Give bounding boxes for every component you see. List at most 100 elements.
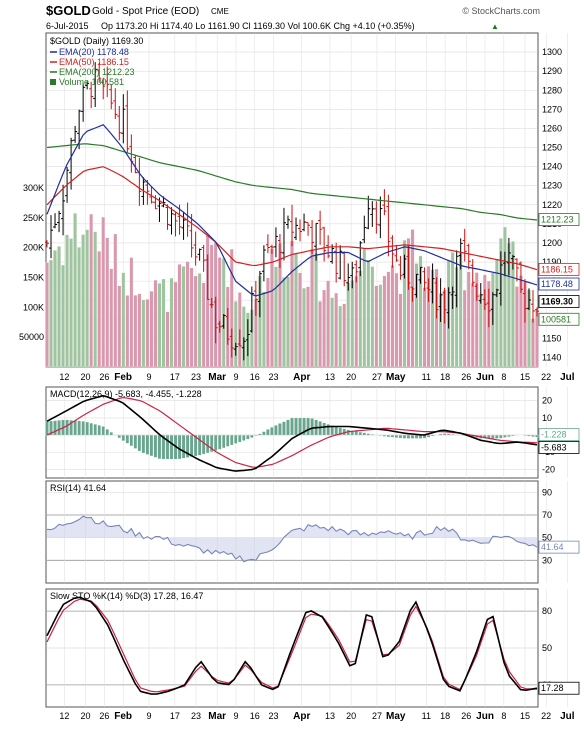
- macd-histogram-bar: [102, 426, 105, 435]
- price-x-label: 13: [325, 372, 335, 382]
- sto-x-label: 20: [346, 711, 356, 721]
- volume-bar: [302, 288, 305, 367]
- price-tick-label: 1290: [542, 66, 562, 76]
- value-tag-label: 1186.15: [541, 264, 573, 274]
- price-x-label: 8: [501, 372, 506, 382]
- macd-histogram-bar: [531, 435, 534, 437]
- macd-histogram-bar: [535, 435, 538, 437]
- price-x-label: 20: [346, 372, 356, 382]
- volume-bar: [93, 232, 96, 367]
- volume-bar: [334, 293, 337, 367]
- volume-bar: [282, 277, 285, 367]
- macd-histogram-bar: [367, 434, 370, 436]
- price-tick-label: 1270: [542, 104, 562, 114]
- volume-bar: [274, 267, 277, 367]
- sto-x-label: 23: [269, 711, 279, 721]
- macd-histogram-bar: [106, 429, 109, 435]
- macd-histogram-bar: [190, 435, 193, 457]
- macd-histogram-bar: [218, 435, 221, 449]
- symbol-title: $GOLD: [46, 3, 91, 18]
- sto-x-label: 22: [541, 711, 551, 721]
- volume-bar: [359, 271, 362, 367]
- volume-bar: [142, 300, 145, 367]
- macd-histogram-bar: [53, 421, 56, 435]
- sto-x-label: 11: [422, 711, 431, 721]
- macd-histogram-bar: [98, 425, 101, 435]
- volume-bar: [174, 282, 177, 367]
- sto-x-label: 26: [99, 711, 109, 721]
- macd-histogram-bar: [130, 435, 133, 446]
- macd-histogram-bar: [118, 435, 121, 438]
- sto-x-label: 13: [325, 711, 335, 721]
- macd-histogram-bar: [246, 435, 249, 439]
- symbol-name: Gold - Spot Price (EOD): [92, 6, 199, 17]
- value-tag-label: -5.683: [541, 442, 567, 452]
- macd-histogram-bar: [439, 434, 442, 435]
- volume-bar: [314, 253, 317, 367]
- sto-x-label: May: [386, 711, 406, 722]
- price-x-label: Jun: [476, 372, 494, 383]
- price-x-label: 17: [170, 372, 180, 382]
- price-x-label: 22: [541, 372, 551, 382]
- volume-bar: [503, 227, 506, 367]
- volume-bar: [202, 283, 205, 367]
- sto-tick-label: 50: [542, 643, 552, 653]
- volume-bar: [363, 248, 366, 367]
- volume-bar: [190, 268, 193, 367]
- volume-bar: [85, 230, 88, 367]
- price-tick-label: 1250: [542, 143, 562, 153]
- macd-histogram-bar: [122, 435, 125, 441]
- volume-bar: [515, 286, 518, 367]
- macd-histogram-bar: [383, 435, 386, 436]
- sto-x-label: 20: [81, 711, 91, 721]
- macd-histogram-bar: [226, 435, 229, 446]
- volume-bar: [298, 273, 301, 367]
- macd-histogram-bar: [499, 435, 502, 438]
- sto-x-label: 9: [146, 711, 151, 721]
- macd-histogram-bar: [166, 435, 169, 459]
- volume-bar: [423, 288, 426, 367]
- macd-histogram-bar: [110, 432, 113, 435]
- price-x-label: 27: [372, 372, 382, 382]
- legend-entry: EMA(20) 1178.48: [59, 47, 129, 57]
- volume-bar: [266, 278, 269, 367]
- volume-bar: [194, 276, 197, 367]
- price-x-label: May: [386, 372, 406, 383]
- price-x-label: 23: [269, 372, 279, 382]
- volume-bar: [110, 269, 113, 367]
- legend-entry: EMA(200) 1212.23: [59, 67, 135, 77]
- volume-bar: [338, 306, 341, 367]
- volume-bar: [290, 241, 293, 367]
- price-x-label: 15: [520, 372, 530, 382]
- volume-bar: [262, 292, 265, 367]
- price-tick-label: 1230: [542, 181, 562, 191]
- volume-bar: [483, 275, 486, 367]
- volume-bar: [162, 279, 165, 367]
- volume-bar: [395, 273, 398, 367]
- volume-bar: [218, 257, 221, 367]
- volume-bar: [234, 301, 237, 367]
- legend-swatch: [50, 79, 56, 85]
- macd-histogram-bar: [427, 435, 430, 437]
- volume-bar: [387, 272, 390, 367]
- macd-histogram-bar: [286, 420, 289, 435]
- macd-histogram-bar: [154, 435, 157, 457]
- macd-histogram-bar: [391, 435, 394, 437]
- macd-histogram-bar: [238, 435, 241, 442]
- macd-histogram-bar: [363, 433, 366, 435]
- macd-histogram-bar: [282, 422, 285, 436]
- volume-bar: [375, 286, 378, 367]
- volume-bar: [57, 246, 60, 367]
- volume-bar: [310, 249, 313, 367]
- price-x-label: 20: [81, 372, 91, 382]
- macd-histogram-bar: [182, 435, 185, 458]
- macd-histogram-bar: [395, 435, 398, 438]
- volume-bar: [467, 272, 470, 367]
- macd-histogram-bar: [198, 435, 201, 455]
- volume-bar: [130, 258, 133, 367]
- macd-histogram-bar: [403, 435, 406, 438]
- macd-histogram-bar: [399, 435, 402, 438]
- volume-bar: [347, 283, 350, 367]
- macd-histogram-bar: [202, 435, 205, 454]
